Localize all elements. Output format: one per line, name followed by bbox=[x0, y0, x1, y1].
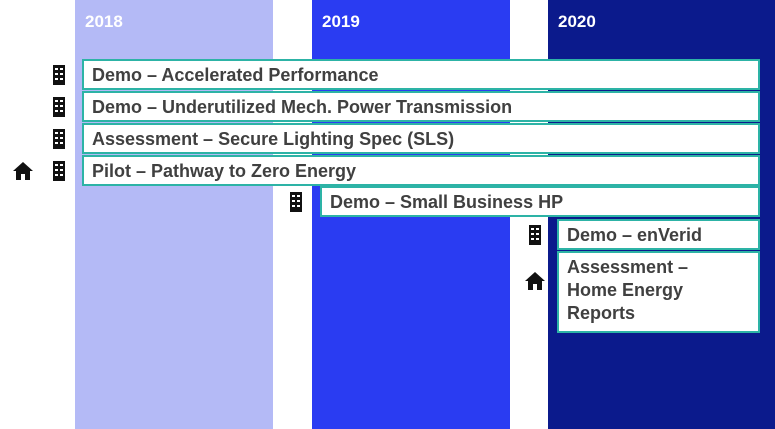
building-icon bbox=[53, 161, 65, 181]
item: Demo – enVerid bbox=[557, 219, 760, 250]
year-label: 2018 bbox=[85, 12, 123, 31]
item: Demo – Underutilized Mech. Power Transmi… bbox=[82, 91, 760, 122]
building-icon bbox=[290, 192, 302, 212]
item: Assessment – Secure Lighting Spec (SLS) bbox=[82, 123, 760, 154]
house-icon bbox=[13, 162, 33, 180]
item: Demo – Accelerated Performance bbox=[82, 59, 760, 90]
house-icon bbox=[525, 272, 545, 290]
year-label: 2020 bbox=[558, 12, 596, 31]
building-icon bbox=[529, 225, 541, 245]
year-label: 2019 bbox=[322, 12, 360, 31]
item: Demo – Small Business HP bbox=[320, 186, 760, 217]
item: Assessment – Home Energy Reports bbox=[557, 251, 760, 333]
building-icon bbox=[53, 97, 65, 117]
item: Pilot – Pathway to Zero Energy bbox=[82, 155, 760, 186]
building-icon bbox=[53, 65, 65, 85]
building-icon bbox=[53, 129, 65, 149]
